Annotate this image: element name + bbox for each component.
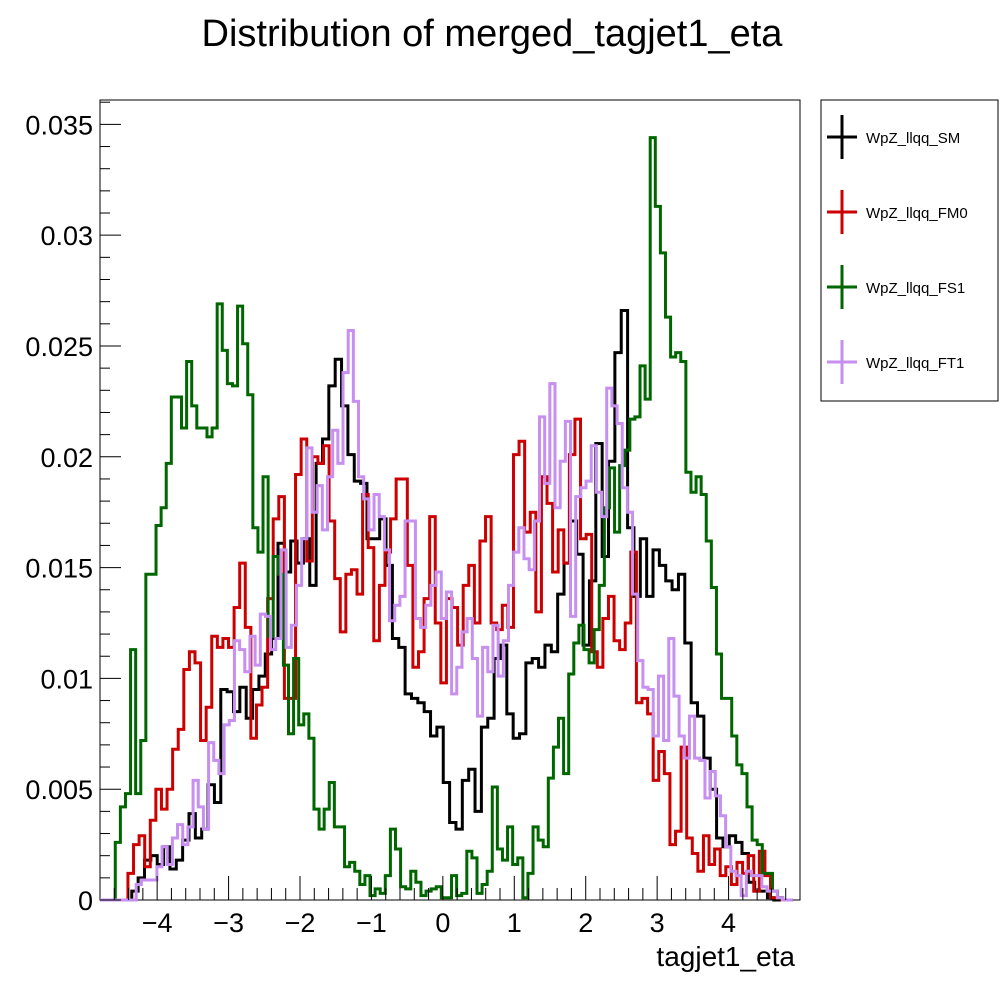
axes: −4 −3 −2 −1 0 1 2 3 4 0 0.005 0.01 0.015 0.02 0.025 0.0… [25,101,787,938]
x-axis-label: tagjet1_eta [656,941,795,972]
plot-frame [99,99,801,901]
y-tick-label: 0.03 [40,221,93,251]
x-tick-label: 4 [721,908,736,938]
plot-area-border [99,99,801,901]
y-tick-label: 0.025 [25,332,93,362]
legend-label-WpZ_llqq_SM: WpZ_llqq_SM [866,130,960,147]
y-tick-label: 0.02 [40,443,93,473]
x-tick-label: −3 [213,908,244,938]
y-tick-label: 0.015 [25,554,93,584]
x-tick-label: 3 [650,908,665,938]
legend: WpZ_llqq_SM WpZ_llqq_FM0 WpZ_llqq_FS1 WpZ_l… [820,99,999,402]
x-tick-label: −2 [285,908,316,938]
series-line-WpZ_llqq_FT1 [100,328,793,902]
legend-label-WpZ_llqq_FM0: WpZ_llqq_FM0 [866,205,968,222]
y-tick-label: 0 [78,886,93,916]
y-tick-label: 0.005 [25,775,93,805]
legend-label-WpZ_llqq_FS1: WpZ_llqq_FS1 [866,280,965,297]
legend-box [820,99,999,402]
y-tick-label: 0.035 [25,110,93,140]
series-line-WpZ_llqq_FS1 [100,136,793,902]
x-tick-label: 1 [507,908,522,938]
series-layer [100,136,793,902]
x-tick-label: 2 [578,908,593,938]
y-tick-label: 0.01 [40,664,93,694]
x-tick-label: −4 [142,908,173,938]
x-tick-label: 0 [435,908,450,938]
chart-title: Distribution of merged_tagjet1_eta [202,13,784,55]
legend-label-WpZ_llqq_FT1: WpZ_llqq_FT1 [866,355,964,372]
x-tick-label: −1 [356,908,387,938]
series-line-WpZ_llqq_SM [100,309,793,902]
